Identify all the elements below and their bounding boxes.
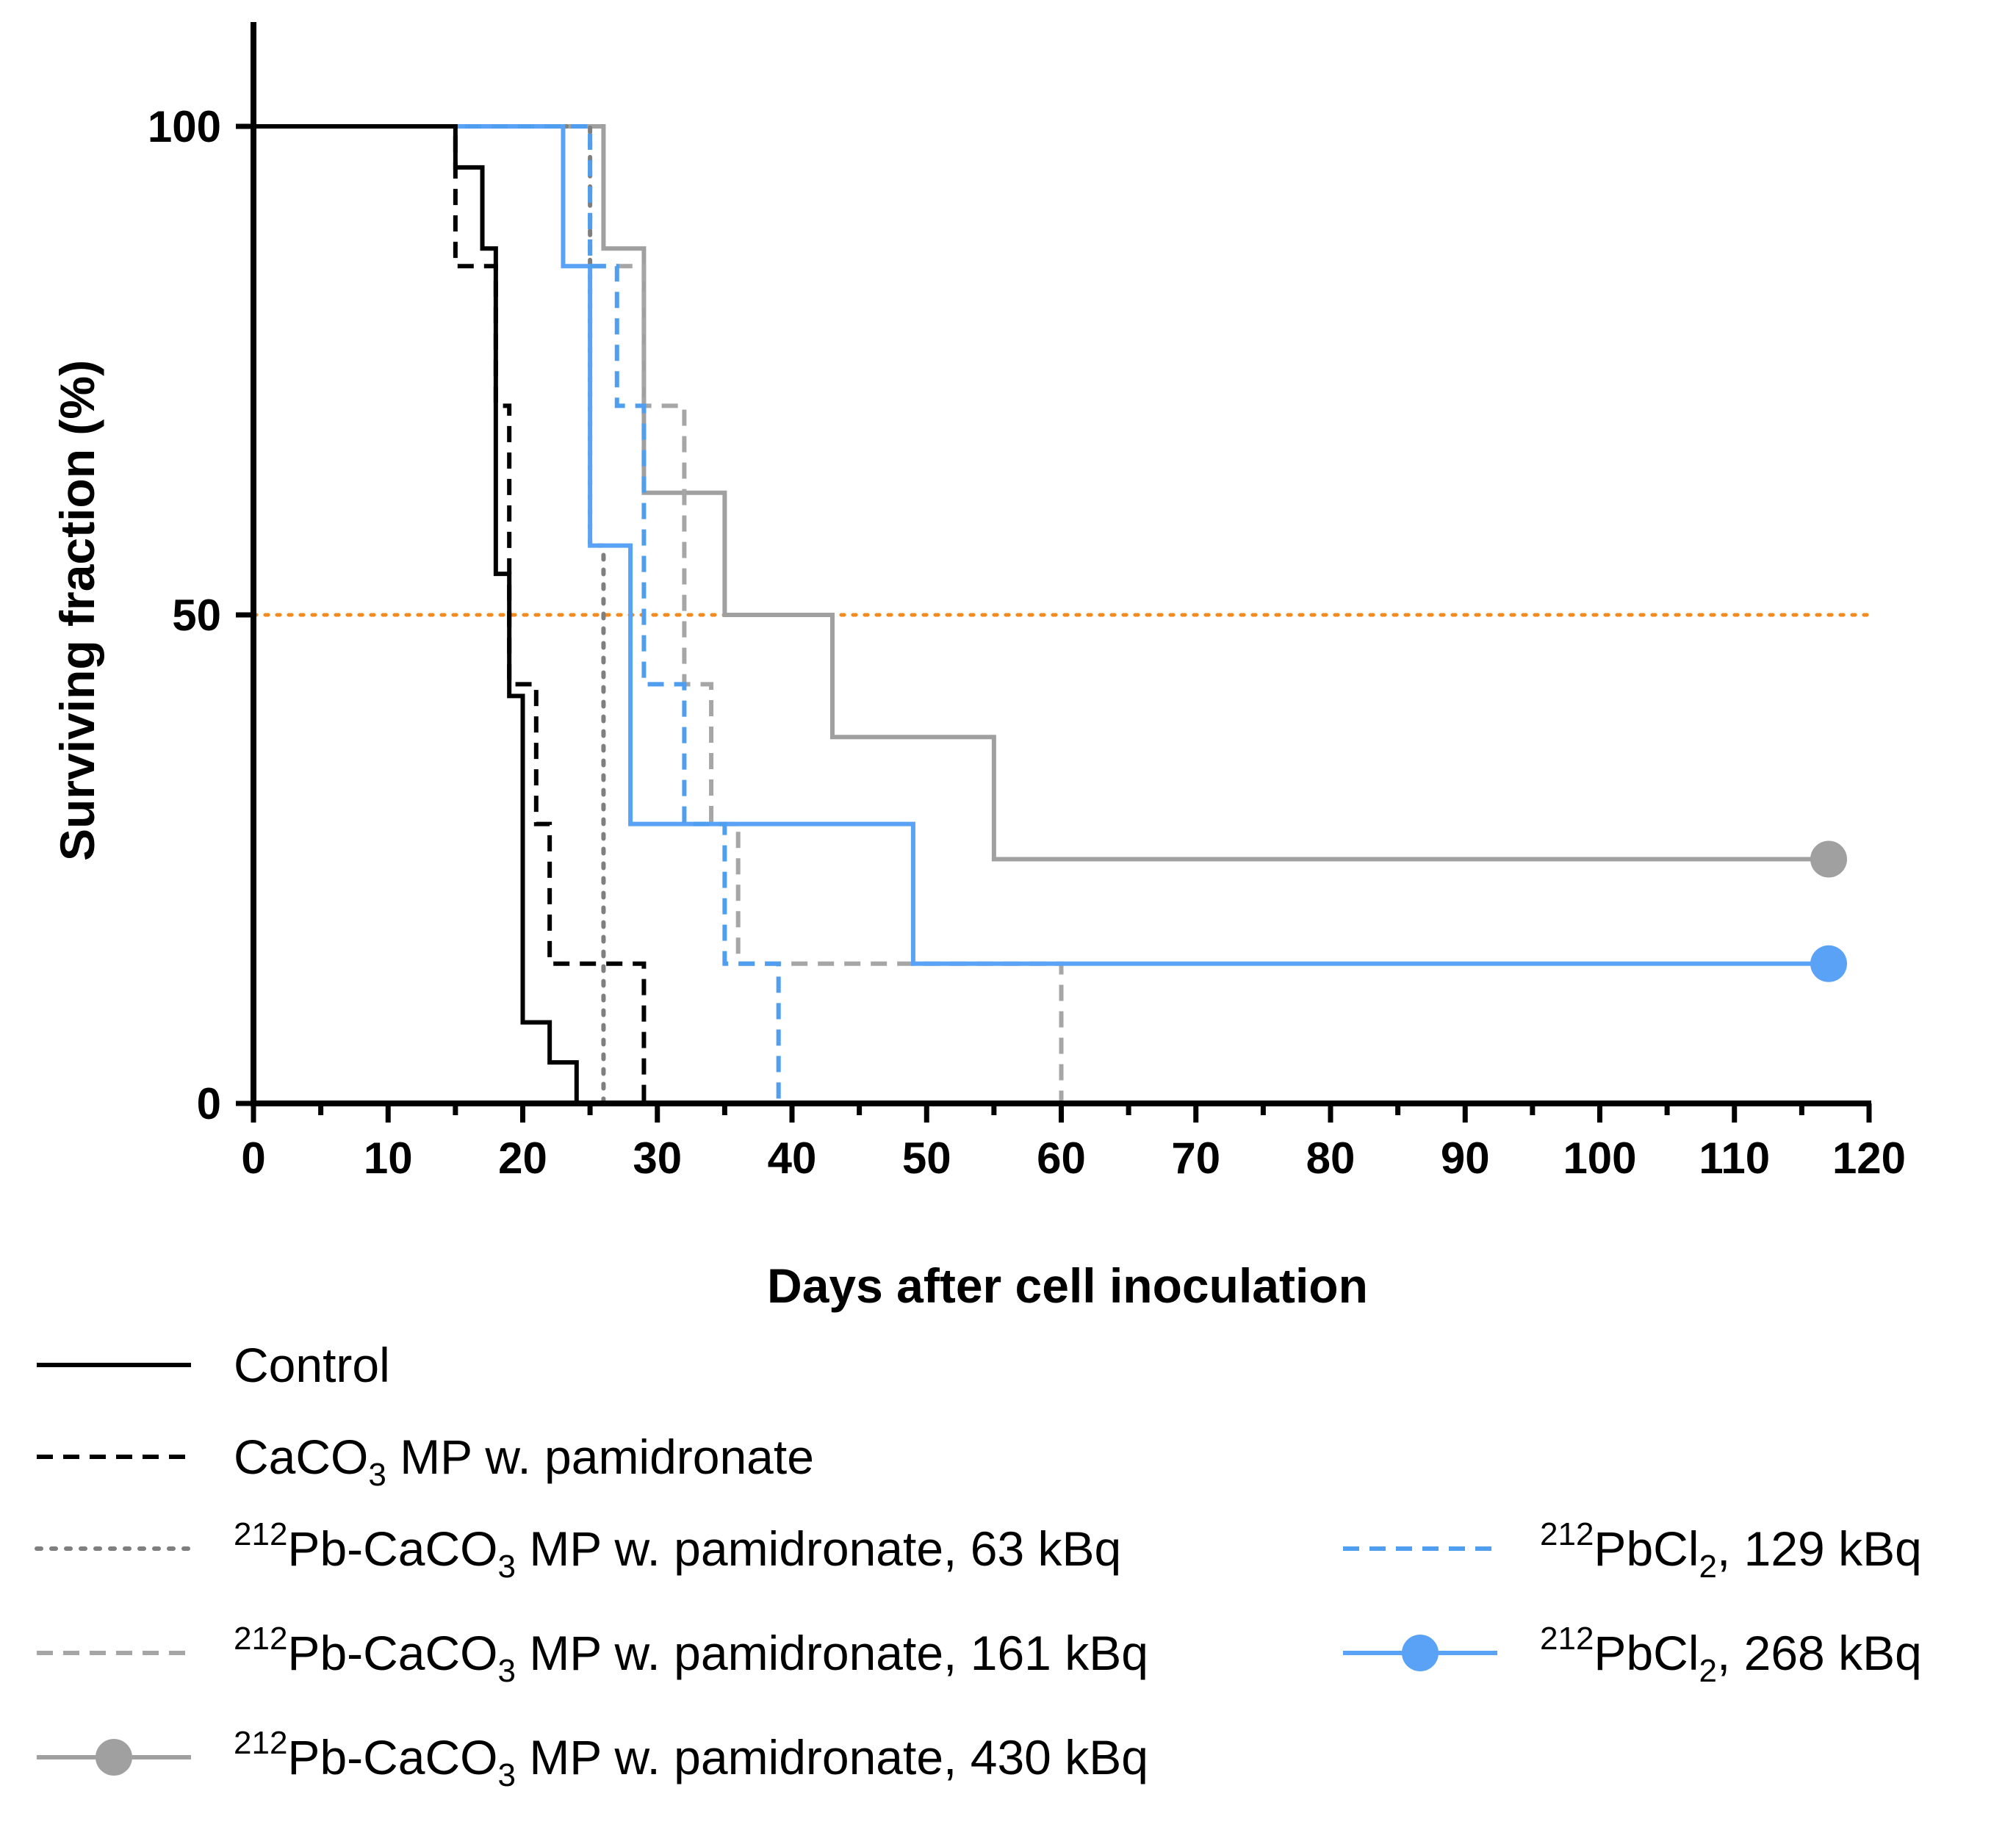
legend-marker-4 — [96, 1739, 132, 1776]
x-tick-label-70: 70 — [1171, 1134, 1220, 1183]
legend-label-6: 212PbCl2, 268 kBq — [1540, 1621, 1922, 1689]
x-tick-label-80: 80 — [1306, 1134, 1356, 1183]
legend-label-0: Control — [234, 1338, 390, 1392]
y-tick-label-0: 0 — [197, 1079, 221, 1128]
legend-label-4: 212Pb-CaCO3 MP w. pamidronate, 430 kBq — [234, 1725, 1148, 1793]
legend-label-2: 212Pb-CaCO3 MP w. pamidronate, 63 kBq — [234, 1516, 1121, 1585]
legend-label-1: CaCO3 MP w. pamidronate — [234, 1430, 814, 1493]
series-end-marker-4 — [1810, 840, 1848, 878]
y-tick-label-100: 100 — [148, 102, 221, 151]
series-end-marker-6 — [1810, 945, 1848, 982]
series-line-5 — [253, 124, 781, 1103]
x-tick-label-110: 110 — [1699, 1134, 1770, 1183]
x-tick-label-40: 40 — [768, 1134, 817, 1183]
legend-label-3: 212Pb-CaCO3 MP w. pamidronate, 161 kBq — [234, 1621, 1148, 1689]
legend-label-5: 212PbCl2, 129 kBq — [1540, 1516, 1922, 1585]
x-tick-label-100: 100 — [1563, 1134, 1636, 1183]
x-tick-label-0: 0 — [241, 1134, 265, 1183]
x-tick-label-20: 20 — [498, 1134, 547, 1183]
tick-labels-group: 0 10 20 30 40 50 60 70 80 90 100 110 120 0 50 100 — [148, 102, 1906, 1183]
x-tick-label-90: 90 — [1441, 1134, 1490, 1183]
axes-group — [236, 22, 1872, 1123]
series-line-4 — [253, 124, 1829, 862]
x-tick-label-30: 30 — [633, 1134, 682, 1183]
x-tick-label-50: 50 — [902, 1134, 951, 1183]
x-axis-title: Days after cell inoculation — [767, 1258, 1368, 1313]
x-tick-label-120: 120 — [1832, 1134, 1906, 1183]
y-axis-title: Surviving fraction (%) — [50, 360, 104, 861]
legend: Control CaCO3 MP w. pamidronate 212Pb-CaCO… — [35, 1338, 1922, 1793]
series-line-0 — [253, 124, 579, 1103]
series-line-6 — [253, 124, 1829, 966]
y-tick-label-50: 50 — [172, 591, 221, 640]
series-group — [251, 124, 1848, 1106]
legend-marker-6 — [1402, 1635, 1439, 1671]
x-tick-label-60: 60 — [1037, 1134, 1086, 1183]
x-tick-label-10: 10 — [364, 1134, 413, 1183]
